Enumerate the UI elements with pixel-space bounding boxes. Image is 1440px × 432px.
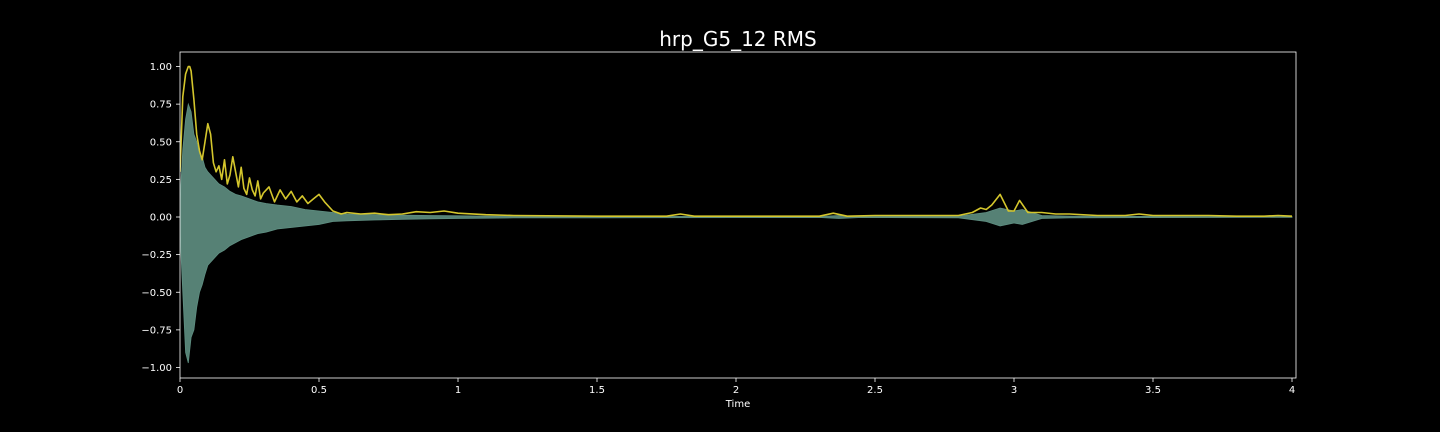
x-tick-label: 4 [1289,385,1295,396]
y-tick-label: 0.75 [150,100,172,111]
y-tick-label: 1.00 [150,62,172,73]
y-tick-label: −1.00 [141,363,172,374]
y-tick-label: 0.50 [150,137,172,148]
chart-title: hrp_G5_12 RMS [659,27,816,51]
x-tick-label: 1.5 [589,385,605,396]
plot-content [180,65,1293,364]
y-tick-label: 0.00 [150,213,172,224]
y-tick-label: −0.50 [141,288,172,299]
rms-line [180,65,1293,217]
plot-area [180,65,1293,364]
x-tick-label: 3.5 [1145,385,1161,396]
x-tick-label: 3 [1011,385,1017,396]
axes: 1.000.750.500.250.00−0.25−0.50−0.75−1.00… [141,51,1297,396]
axes-frame [179,51,1297,379]
x-axis-label: Time [725,399,750,410]
y-tick-label: −0.25 [141,250,172,261]
y-tick-label: −0.75 [141,325,172,336]
x-tick-label: 2 [733,385,739,396]
x-tick-label: 1 [455,385,461,396]
y-tick-label: 0.25 [150,175,172,186]
x-tick-label: 2.5 [867,385,883,396]
waveform-envelope [180,102,1293,364]
x-tick-label: 0.5 [311,385,327,396]
x-tick-label: 0 [177,385,183,396]
